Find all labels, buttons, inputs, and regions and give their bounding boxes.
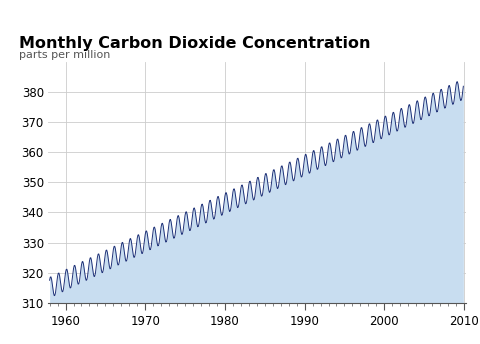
Text: parts per million: parts per million — [19, 50, 110, 60]
Text: Monthly Carbon Dioxide Concentration: Monthly Carbon Dioxide Concentration — [19, 36, 370, 51]
